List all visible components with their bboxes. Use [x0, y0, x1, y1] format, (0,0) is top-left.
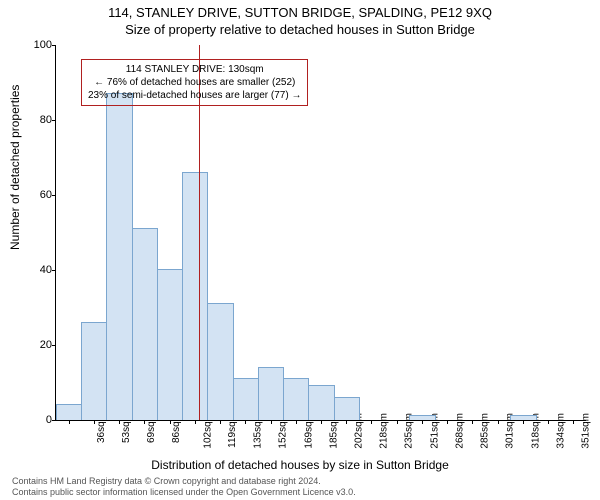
annotation-line-2: ← 76% of detached houses are smaller (25…: [88, 76, 301, 89]
y-tick-label: 60: [24, 189, 52, 201]
x-tick-mark: [397, 420, 398, 424]
y-tick-mark: [52, 195, 56, 196]
histogram-bar: [81, 322, 107, 421]
y-tick-mark: [52, 420, 56, 421]
histogram-bar: [182, 172, 208, 421]
histogram-bar: [56, 404, 82, 420]
annotation-box: 114 STANLEY DRIVE: 130sqm ← 76% of detac…: [81, 59, 308, 106]
x-tick-mark: [472, 420, 473, 424]
histogram-bar: [233, 378, 259, 420]
x-tick-mark: [271, 420, 272, 424]
chart-subtitle: Size of property relative to detached ho…: [0, 22, 600, 37]
histogram-bar: [157, 269, 183, 420]
histogram-bar: [334, 397, 360, 421]
x-tick-mark: [573, 420, 574, 424]
histogram-bar: [207, 303, 233, 420]
x-tick-mark: [321, 420, 322, 424]
x-tick-mark: [296, 420, 297, 424]
x-tick-mark: [94, 420, 95, 424]
histogram-bar: [283, 378, 309, 420]
x-tick-mark: [498, 420, 499, 424]
x-tick-label: 351sqm: [581, 413, 592, 449]
x-tick-label: 334sqm: [555, 413, 566, 449]
histogram-bar: [132, 228, 158, 420]
x-tick-mark: [447, 420, 448, 424]
x-tick-label: 218sqm: [379, 413, 390, 449]
x-tick-mark: [245, 420, 246, 424]
y-tick-label: 0: [24, 414, 52, 426]
x-tick-mark: [220, 420, 221, 424]
footer-attribution: Contains HM Land Registry data © Crown c…: [12, 476, 356, 498]
y-tick-mark: [52, 270, 56, 271]
plot-area: 02040608010036sqm53sqm69sqm86sqm102sqm11…: [55, 45, 586, 421]
address-title: 114, STANLEY DRIVE, SUTTON BRIDGE, SPALD…: [0, 5, 600, 20]
x-tick-label: 268sqm: [455, 413, 466, 449]
annotation-line-3: 23% of semi-detached houses are larger (…: [88, 89, 301, 102]
x-tick-mark: [523, 420, 524, 424]
x-tick-mark: [422, 420, 423, 424]
x-tick-mark: [346, 420, 347, 424]
footer-line-2: Contains public sector information licen…: [12, 487, 356, 498]
y-tick-label: 100: [24, 39, 52, 51]
y-tick-mark: [52, 120, 56, 121]
x-axis-label: Distribution of detached houses by size …: [0, 458, 600, 472]
footer-line-1: Contains HM Land Registry data © Crown c…: [12, 476, 356, 487]
x-tick-mark: [144, 420, 145, 424]
histogram-bar: [106, 93, 132, 420]
y-tick-label: 20: [24, 339, 52, 351]
annotation-line-1: 114 STANLEY DRIVE: 130sqm: [88, 63, 301, 76]
y-axis-label: Number of detached properties: [8, 85, 22, 250]
y-tick-mark: [52, 45, 56, 46]
x-tick-label: 285sqm: [480, 413, 491, 449]
histogram-bar: [308, 385, 334, 420]
x-tick-mark: [69, 420, 70, 424]
y-tick-mark: [52, 345, 56, 346]
x-tick-mark: [371, 420, 372, 424]
histogram-bar: [258, 367, 284, 421]
x-tick-mark: [548, 420, 549, 424]
x-tick-mark: [119, 420, 120, 424]
y-tick-label: 40: [24, 264, 52, 276]
x-tick-mark: [195, 420, 196, 424]
y-tick-label: 80: [24, 114, 52, 126]
x-tick-mark: [170, 420, 171, 424]
